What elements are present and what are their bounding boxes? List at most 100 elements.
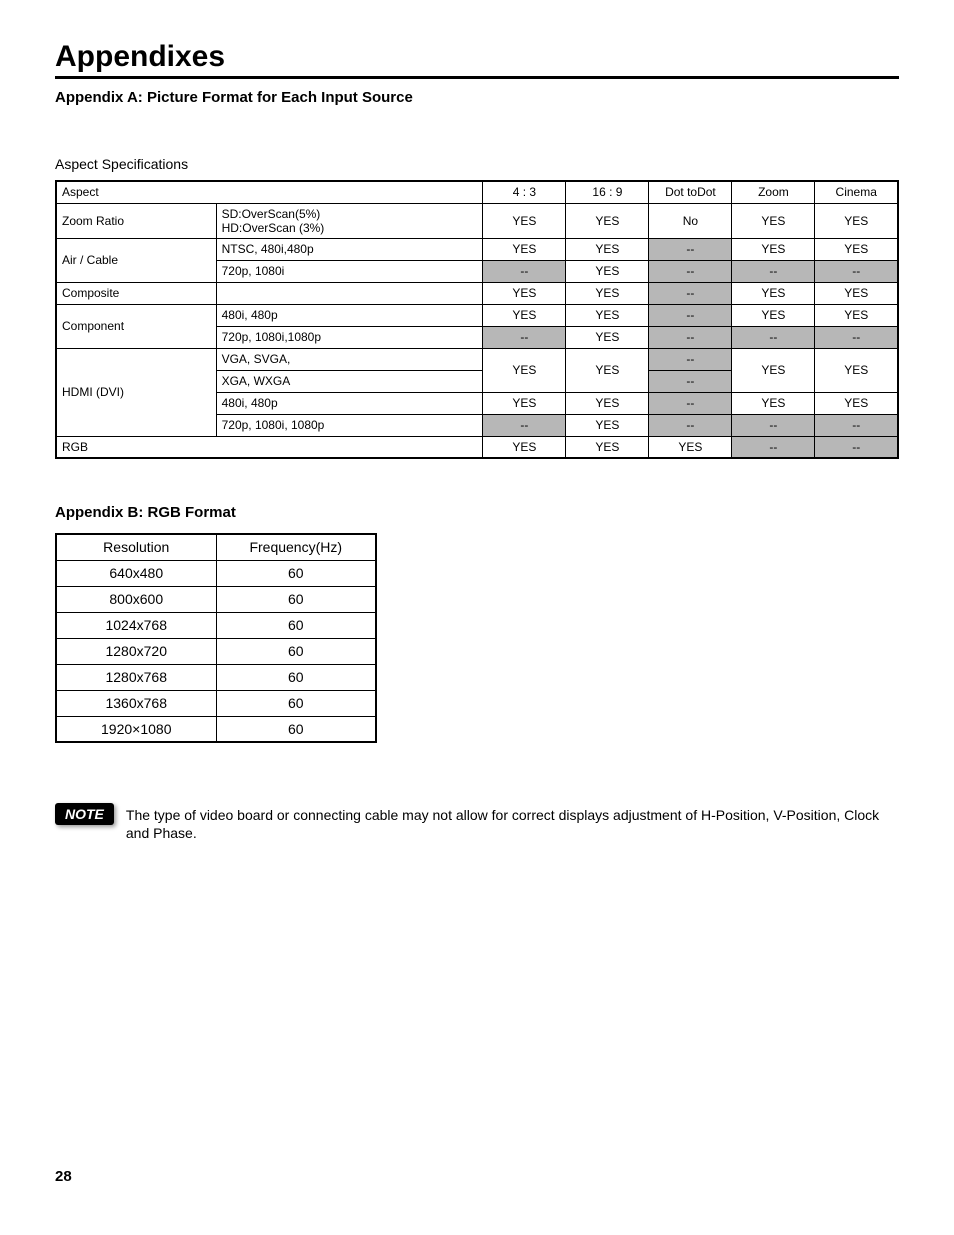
table-cell: 60 [216,612,376,638]
table-cell: -- [732,326,815,348]
table-cell: -- [649,282,732,304]
table-cell: YES [483,348,566,392]
page-title: Appendixes [55,40,899,79]
aspect-header-cell: Aspect [56,181,483,203]
row-sublabel: NTSC, 480i,480p [216,238,483,260]
row-label: HDMI (DVI) [56,348,216,436]
row-sublabel: 720p, 1080i, 1080p [216,414,483,436]
table-cell: YES [732,238,815,260]
aspect-header-cell: Dot toDot [649,181,732,203]
table-cell: -- [815,260,898,282]
table-cell: YES [483,304,566,326]
table-cell: YES [732,348,815,392]
table-cell: YES [815,392,898,414]
table-cell: 60 [216,638,376,664]
table-cell: YES [815,348,898,392]
table-row: CompositeYESYES--YESYES [56,282,898,304]
table-cell: -- [483,414,566,436]
table-cell: YES [815,203,898,238]
table-row: 1280x72060 [56,638,376,664]
row-label: Composite [56,282,216,304]
table-cell: -- [649,238,732,260]
table-cell: YES [566,282,649,304]
table-cell: -- [815,414,898,436]
row-sublabel: VGA, SVGA, [216,348,483,370]
table-cell: YES [566,260,649,282]
table-cell: -- [649,326,732,348]
table-cell: -- [815,326,898,348]
table-cell: YES [732,203,815,238]
table-cell: YES [566,238,649,260]
table-row: 640x48060 [56,560,376,586]
row-sublabel: XGA, WXGA [216,370,483,392]
table-cell: No [649,203,732,238]
table-cell: -- [483,260,566,282]
table-row: 1920×108060 [56,716,376,742]
row-label: Air / Cable [56,238,216,282]
table-cell: YES [732,282,815,304]
table-cell: -- [649,370,732,392]
table-cell: YES [483,238,566,260]
aspect-spec-label: Aspect Specifications [55,156,899,172]
table-cell: YES [815,304,898,326]
table-cell: 1280x768 [56,664,216,690]
aspect-table: Aspect4 : 316 : 9Dot toDotZoomCinemaZoom… [55,180,899,459]
table-row: 1280x76860 [56,664,376,690]
table-cell: YES [732,304,815,326]
table-cell: 640x480 [56,560,216,586]
rgb-table: Resolution Frequency(Hz) 640x48060800x60… [55,533,377,743]
row-label: Zoom Ratio [56,203,216,238]
table-cell: 60 [216,560,376,586]
table-cell: 60 [216,690,376,716]
table-cell: 1920×1080 [56,716,216,742]
aspect-header-cell: Cinema [815,181,898,203]
table-row: Component480i, 480pYESYES--YESYES [56,304,898,326]
table-cell: YES [566,436,649,458]
table-row: Zoom RatioSD:OverScan(5%)HD:OverScan (3%… [56,203,898,238]
table-cell: 60 [216,586,376,612]
table-row: Air / CableNTSC, 480i,480pYESYES--YESYES [56,238,898,260]
row-sublabel: 720p, 1080i [216,260,483,282]
table-cell: 800x600 [56,586,216,612]
table-cell: -- [649,392,732,414]
table-cell: 1360x768 [56,690,216,716]
table-cell: YES [815,238,898,260]
note: NOTE The type of video board or connecti… [55,803,899,842]
row-sublabel: 480i, 480p [216,304,483,326]
note-badge: NOTE [55,803,114,825]
table-cell: -- [732,436,815,458]
table-cell: -- [649,348,732,370]
table-row: 800x60060 [56,586,376,612]
table-cell: -- [732,414,815,436]
table-cell: YES [566,203,649,238]
table-cell: -- [649,414,732,436]
table-row: Aspect4 : 316 : 9Dot toDotZoomCinema [56,181,898,203]
appendix-a-heading: Appendix A: Picture Format for Each Inpu… [55,89,899,106]
table-cell: YES [483,436,566,458]
row-label: Component [56,304,216,348]
table-cell: YES [566,304,649,326]
row-sublabel [216,282,483,304]
rgb-col-resolution: Resolution [56,534,216,560]
table-cell: YES [483,392,566,414]
table-cell: YES [566,392,649,414]
row-sublabel: 480i, 480p [216,392,483,414]
table-cell: -- [649,304,732,326]
aspect-header-cell: 4 : 3 [483,181,566,203]
aspect-header-cell: 16 : 9 [566,181,649,203]
table-row: RGBYESYESYES---- [56,436,898,458]
aspect-header-cell: Zoom [732,181,815,203]
note-text: The type of video board or connecting ca… [126,803,899,842]
table-cell: 1280x720 [56,638,216,664]
table-cell: 60 [216,664,376,690]
page: Appendixes Appendix A: Picture Format fo… [0,0,954,1235]
table-cell: YES [566,326,649,348]
table-row: Resolution Frequency(Hz) [56,534,376,560]
table-cell: 1024x768 [56,612,216,638]
table-row: 1024x76860 [56,612,376,638]
table-cell: 60 [216,716,376,742]
table-cell: YES [483,282,566,304]
row-label: RGB [56,436,483,458]
table-cell: YES [566,414,649,436]
page-number: 28 [55,1168,72,1185]
